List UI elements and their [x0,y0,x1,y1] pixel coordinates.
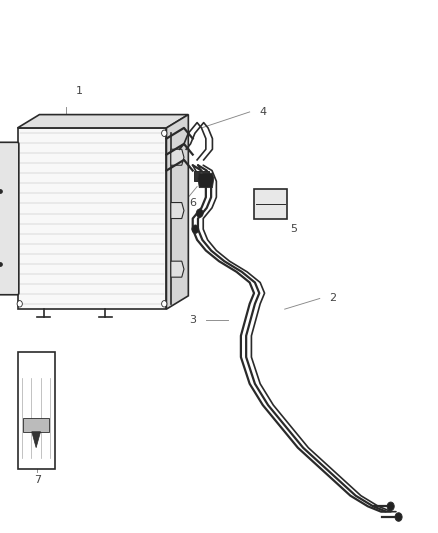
Polygon shape [198,173,214,188]
Text: 2: 2 [329,294,336,303]
Polygon shape [171,261,184,277]
Polygon shape [18,128,166,309]
Bar [254,189,287,219]
Polygon shape [166,115,188,309]
Text: 3: 3 [189,315,196,325]
FancyBboxPatch shape [0,142,19,295]
Circle shape [162,130,167,136]
Bar [194,171,209,181]
Circle shape [17,301,22,307]
Text: 7: 7 [34,475,41,484]
Polygon shape [171,203,184,219]
Polygon shape [32,432,40,448]
Text: 6: 6 [189,198,196,207]
Text: 5: 5 [290,224,297,234]
Circle shape [192,225,199,233]
Polygon shape [18,115,188,128]
Circle shape [199,173,204,179]
Bar [18,352,55,469]
Circle shape [196,209,203,217]
Text: 1: 1 [75,86,82,95]
Circle shape [162,301,167,307]
Text: 4: 4 [259,107,266,117]
Polygon shape [171,149,184,165]
Circle shape [387,502,394,511]
Circle shape [395,513,402,521]
Bar [23,418,49,432]
